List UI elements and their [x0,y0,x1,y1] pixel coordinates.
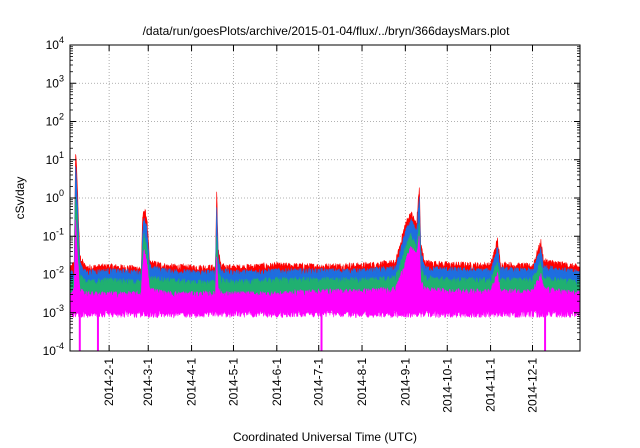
x-tick-label: 2014-4-1 [185,358,199,406]
y-tick-label: 103 [46,73,64,90]
x-tick-label: 2014-7-1 [312,358,326,406]
x-tick-label: 2014-6-1 [270,358,284,406]
y-tick-label: 10-4 [43,341,64,358]
y-tick-label: 10-1 [43,226,64,243]
y-axis-label: cSv/day [13,177,27,220]
x-tick-label: 2014-3-1 [141,358,155,406]
plot-series [69,154,581,351]
y-tick-label: 102 [46,112,64,129]
x-tick-label: 2014-10-1 [440,358,454,413]
x-tick-label: 2014-8-1 [355,358,369,406]
x-tick-label: 2014-12-1 [525,358,539,413]
x-tick-label: 2014-9-1 [398,358,412,406]
y-tick-label: 10-3 [43,303,64,320]
x-tick-label: 2014-11-1 [484,358,498,412]
y-tick-label: 104 [46,35,64,52]
y-tick-label: 100 [46,188,64,205]
x-tick-label: 2014-2-1 [102,358,116,406]
axis-ticks: 10-4 10-3 10-2 10-1 100 101 102 103 104 2014-2-1 2… [43,35,580,413]
y-tick-label: 101 [46,150,64,167]
chart-title: /data/run/goesPlots/archive/2015-01-04/f… [143,24,511,38]
y-tick-label: 10-2 [43,265,64,282]
x-tick-label: 2014-5-1 [226,358,240,406]
x-axis-label: Coordinated Universal Time (UTC) [233,430,417,444]
